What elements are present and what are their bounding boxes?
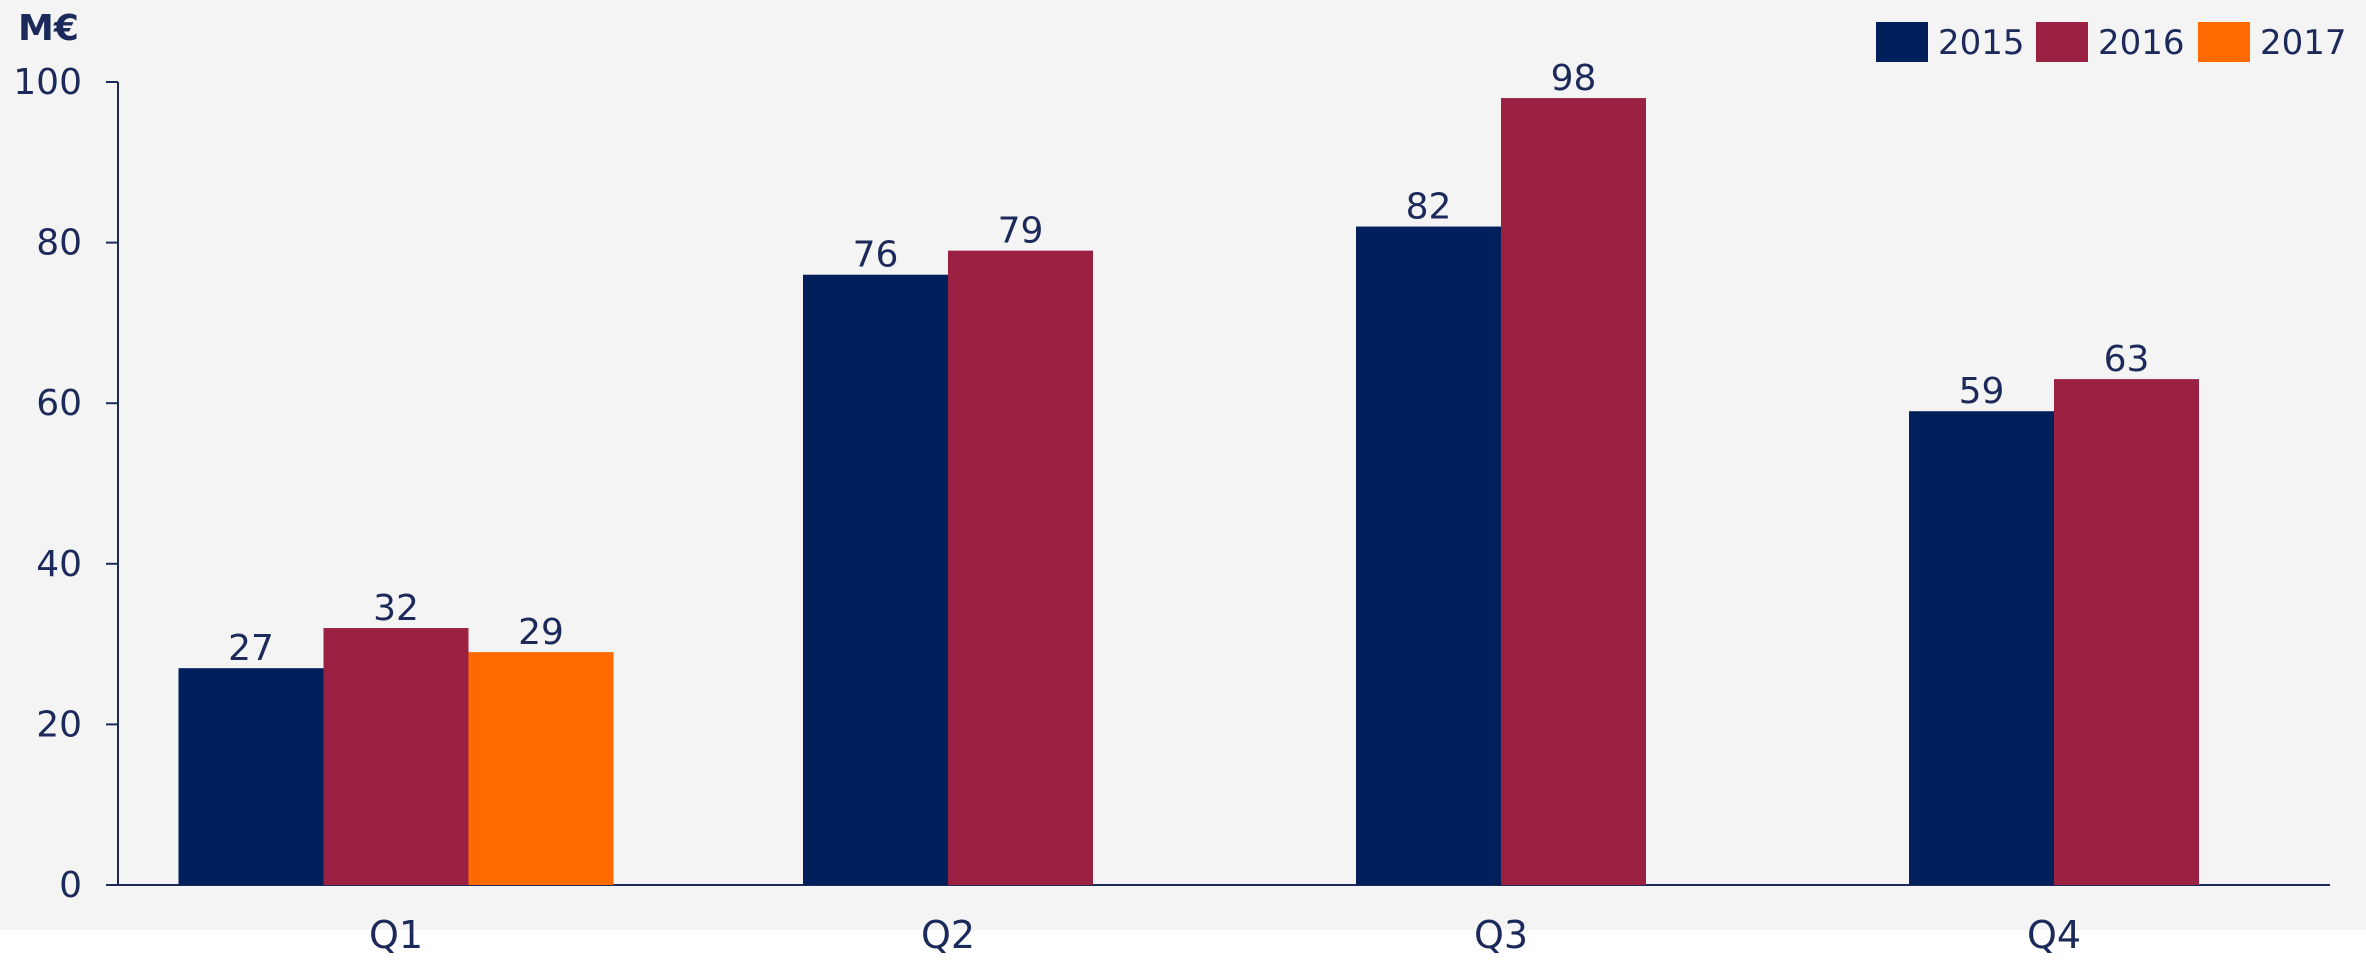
bar-2016-Q2 <box>948 250 1093 885</box>
bar-2016-Q1 <box>323 628 469 885</box>
unit-label: M€ <box>18 8 79 49</box>
legend: 2015 2016 2017 <box>1876 22 2347 63</box>
y-tick-label: 20 <box>36 704 82 745</box>
bars: 27 32 29 76 79 82 98 59 63 <box>178 58 2199 886</box>
y-tick-label: 100 <box>13 62 82 103</box>
legend-label-2016: 2016 <box>2098 23 2185 63</box>
legend-label-2015: 2015 <box>1938 23 2025 63</box>
data-label: 79 <box>998 211 1044 252</box>
bar-2016-Q3 <box>1501 98 1646 885</box>
x-tick-label: Q4 <box>2027 913 2081 957</box>
data-label: 63 <box>2104 339 2150 380</box>
data-label: 82 <box>1406 187 1452 228</box>
bar-2015-Q3 <box>1356 226 1501 886</box>
data-label: 76 <box>853 235 899 276</box>
y-tick-label: 0 <box>59 865 82 906</box>
legend-swatch-2016 <box>2036 22 2088 62</box>
bar-2015-Q1 <box>178 668 324 885</box>
bar-2015-Q2 <box>803 274 948 886</box>
data-label: 32 <box>373 588 419 629</box>
data-label: 27 <box>228 628 274 669</box>
axes: 0 20 40 60 80 100 Q1 Q2 Q3 Q4 <box>13 62 2330 957</box>
data-label: 98 <box>1551 58 1597 99</box>
data-label: 59 <box>1959 371 2005 412</box>
x-tick-label: Q3 <box>1474 913 1528 957</box>
legend-swatch-2017 <box>2198 22 2250 62</box>
bar-2016-Q4 <box>2054 379 2199 885</box>
y-tick-label: 60 <box>36 383 82 424</box>
data-label: 29 <box>518 612 564 653</box>
x-tick-label: Q1 <box>369 913 423 957</box>
y-tick-label: 80 <box>36 223 82 264</box>
legend-swatch-2015 <box>1876 22 1928 62</box>
bar-2015-Q4 <box>1909 411 2054 885</box>
y-tick-label: 40 <box>36 544 82 585</box>
legend-label-2017: 2017 <box>2260 23 2347 63</box>
bar-2017-Q1 <box>468 652 614 885</box>
x-tick-label: Q2 <box>921 913 975 957</box>
